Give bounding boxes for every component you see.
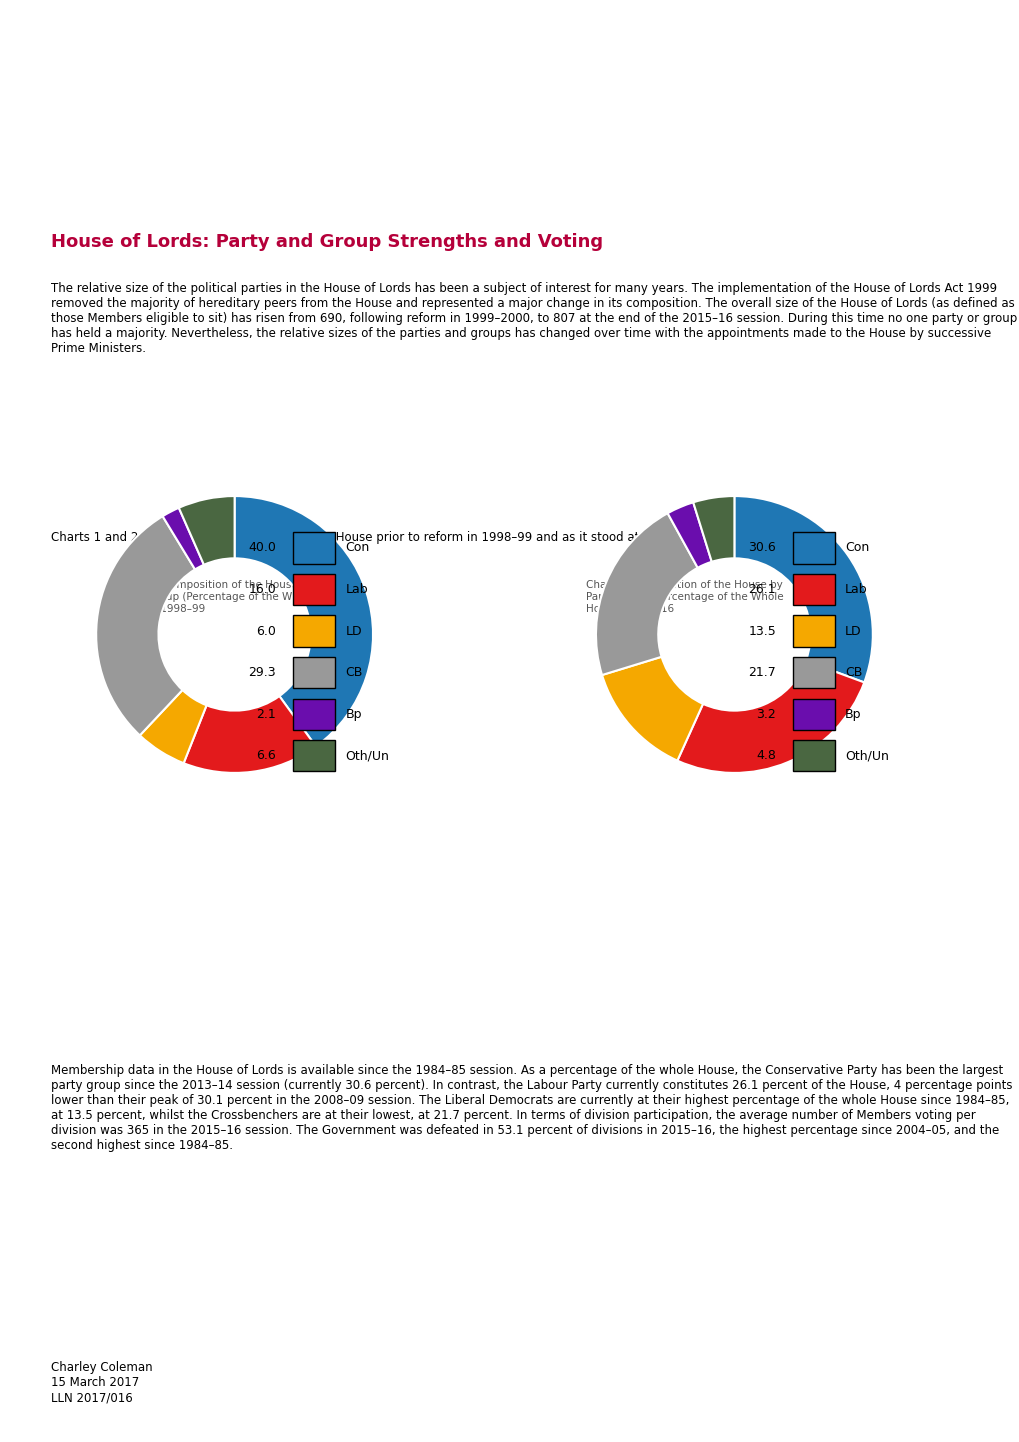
Wedge shape <box>677 660 863 773</box>
FancyBboxPatch shape <box>293 740 334 771</box>
Wedge shape <box>693 496 734 562</box>
Wedge shape <box>140 689 207 763</box>
Text: 30.6: 30.6 <box>748 541 775 555</box>
Text: Bp: Bp <box>345 708 362 721</box>
Text: 40.0: 40.0 <box>248 541 276 555</box>
Text: Charts 1 and 2 illustrate the composition of the House prior to reform in 1998–9: Charts 1 and 2 illustrate the compositio… <box>51 531 832 544</box>
Wedge shape <box>595 513 697 675</box>
Text: LD: LD <box>845 624 861 637</box>
Text: Lab: Lab <box>345 583 368 596</box>
Text: 6.6: 6.6 <box>256 748 276 763</box>
Text: Lab: Lab <box>845 583 867 596</box>
Wedge shape <box>601 656 702 760</box>
FancyBboxPatch shape <box>793 740 834 771</box>
FancyBboxPatch shape <box>793 698 834 730</box>
FancyBboxPatch shape <box>293 616 334 646</box>
Text: House of Lords: Party and Group Strengths and Voting: House of Lords: Party and Group Strength… <box>51 232 602 251</box>
Text: 21.7: 21.7 <box>748 666 775 679</box>
FancyBboxPatch shape <box>793 532 834 564</box>
Text: Library Note: Library Note <box>51 121 291 160</box>
Text: CB: CB <box>345 666 363 679</box>
Text: ⌂  HOUSE OF LORDS: ⌂ HOUSE OF LORDS <box>51 43 253 62</box>
Wedge shape <box>234 496 373 747</box>
Wedge shape <box>96 516 195 735</box>
Text: Charley Coleman
15 March 2017
LLN 2017/016: Charley Coleman 15 March 2017 LLN 2017/0… <box>51 1361 153 1405</box>
Text: LD: LD <box>345 624 362 637</box>
Text: Con: Con <box>845 541 868 555</box>
FancyBboxPatch shape <box>793 574 834 606</box>
Text: Con: Con <box>345 541 369 555</box>
FancyBboxPatch shape <box>793 658 834 688</box>
Text: Oth/Un: Oth/Un <box>845 748 889 763</box>
Text: 26.1: 26.1 <box>748 583 775 596</box>
Text: 13.5: 13.5 <box>748 624 775 637</box>
Wedge shape <box>667 502 711 568</box>
Text: Bp: Bp <box>845 708 861 721</box>
Wedge shape <box>734 496 872 682</box>
Text: Membership data in the House of Lords is available since the 1984–85 session. As: Membership data in the House of Lords is… <box>51 1064 1012 1152</box>
Text: 16.0: 16.0 <box>249 583 276 596</box>
Text: Chart 1: Composition of the House by
Party/Group (Percentage of the Whole
House): Chart 1: Composition of the House by Par… <box>116 580 314 613</box>
FancyBboxPatch shape <box>293 658 334 688</box>
FancyBboxPatch shape <box>793 616 834 646</box>
FancyBboxPatch shape <box>293 574 334 606</box>
FancyBboxPatch shape <box>293 532 334 564</box>
Text: 2.1: 2.1 <box>256 708 276 721</box>
Text: Chart 2: Composition of the House by
Party/Group (Percentage of the Whole
House): Chart 2: Composition of the House by Par… <box>585 580 783 613</box>
Text: 6.0: 6.0 <box>256 624 276 637</box>
FancyBboxPatch shape <box>293 698 334 730</box>
Wedge shape <box>183 696 316 773</box>
Text: Oth/Un: Oth/Un <box>345 748 389 763</box>
Wedge shape <box>178 496 234 565</box>
Text: CB: CB <box>845 666 862 679</box>
Text: 3.2: 3.2 <box>755 708 775 721</box>
Text: The relative size of the political parties in the House of Lords has been a subj: The relative size of the political parti… <box>51 283 1016 356</box>
Text: 4.8: 4.8 <box>755 748 775 763</box>
Text: 29.3: 29.3 <box>249 666 276 679</box>
Wedge shape <box>162 508 204 570</box>
